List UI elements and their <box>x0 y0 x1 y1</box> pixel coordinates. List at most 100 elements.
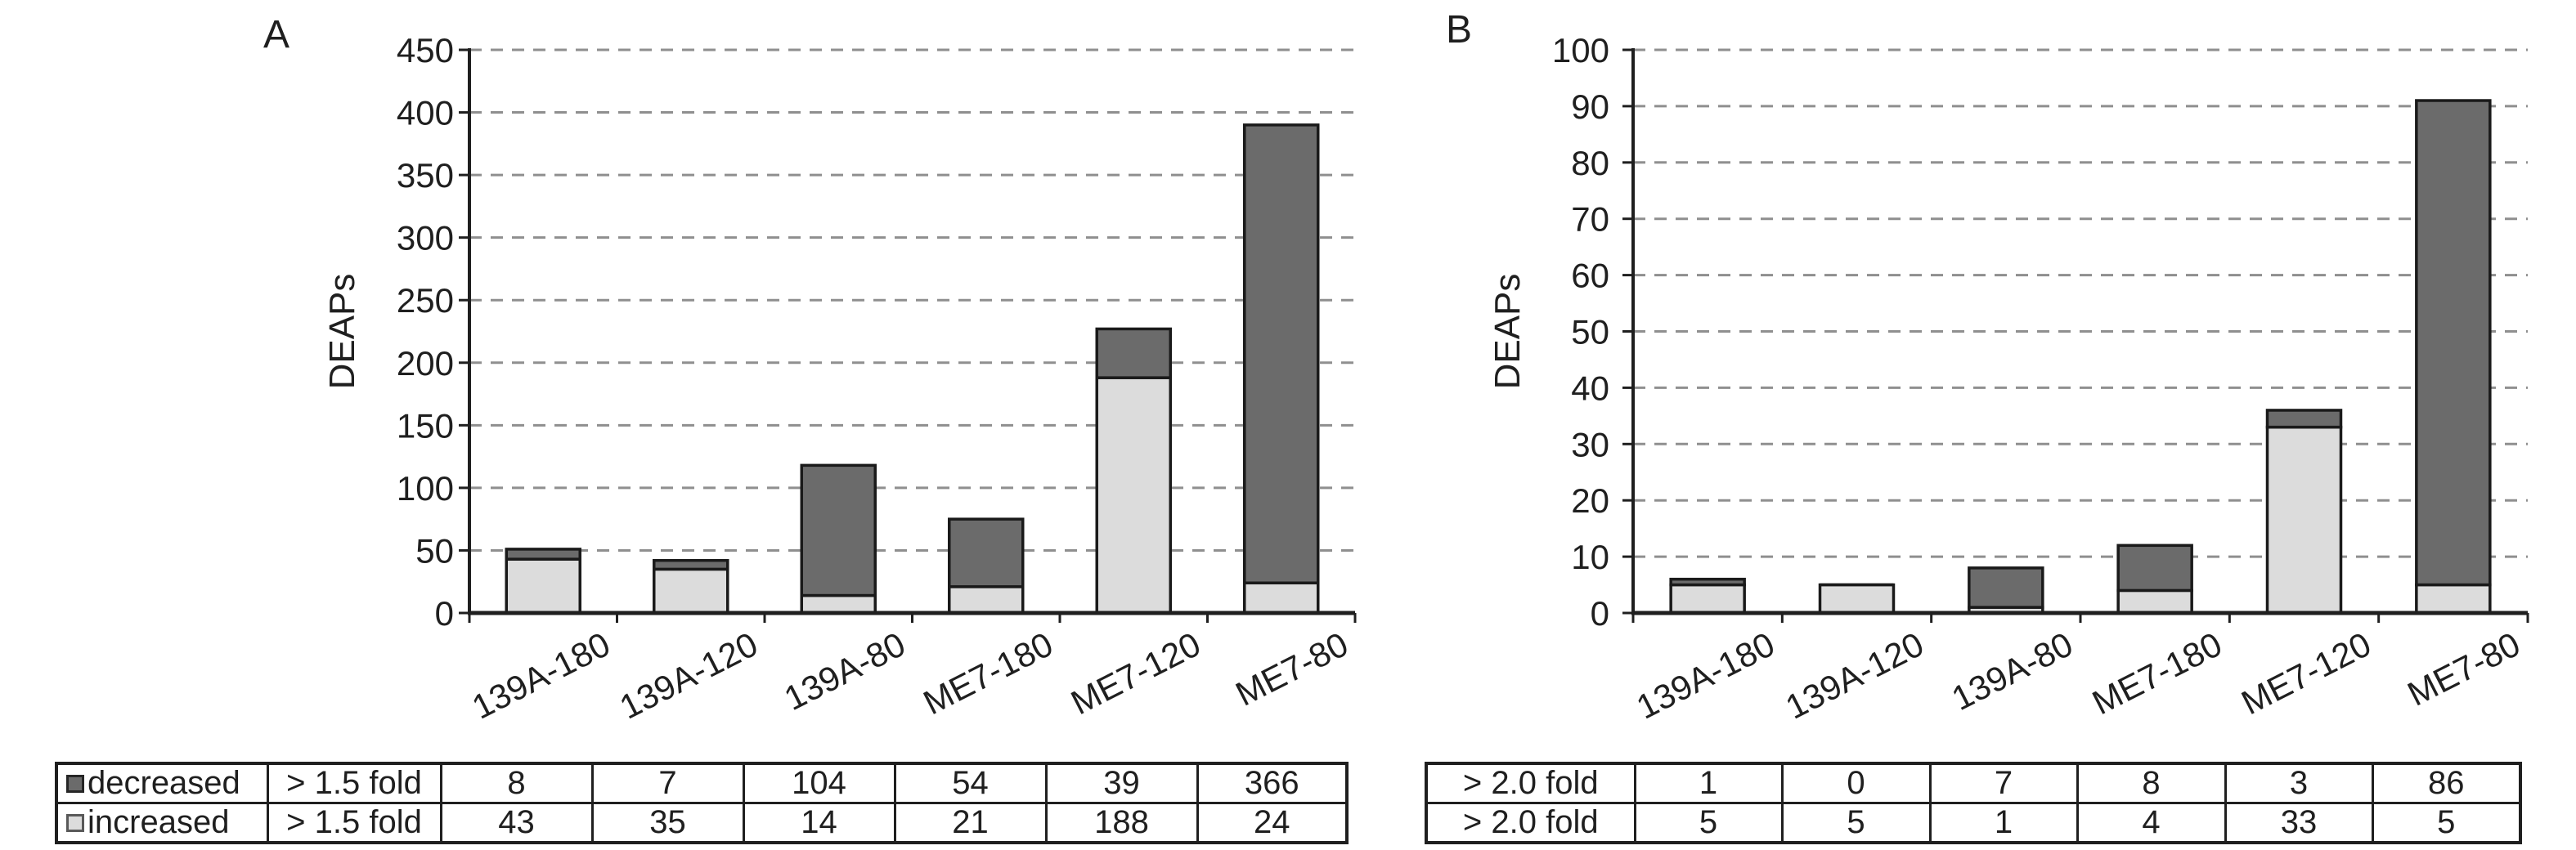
value-cell-ME7-180-decreased: 54 <box>893 762 1048 804</box>
panel-b-ytick-label-60: 60 <box>1571 257 1609 295</box>
panel-a-y-axis-title: DEAPs <box>322 274 362 390</box>
value-cell-ME7-80-increased: 24 <box>1196 802 1349 844</box>
panel-a-bar-139A-120-increased <box>653 567 729 615</box>
panel-b-bar-ME7-120-increased <box>2265 425 2343 615</box>
panel-a-bar-139A-80-increased <box>800 593 877 615</box>
panel-b-ytick-label-30: 30 <box>1571 425 1609 463</box>
panel-b-ytick-label-90: 90 <box>1571 87 1609 126</box>
panel-a-ytick-label-450: 450 <box>397 31 454 69</box>
panel-a-bar-ME7-120-increased <box>1095 376 1172 615</box>
panel-b-bar-139A-120-increased <box>1818 583 1896 615</box>
panel-a-xtick-label-ME7-80: ME7-80 <box>1229 624 1353 714</box>
fold-threshold-cell: > 2.0 fold <box>1425 802 1636 844</box>
value-cell-ME7-80-row1: 5 <box>2371 802 2522 844</box>
legend-label: decreased <box>88 765 240 801</box>
fold-threshold-cell: > 2.0 fold <box>1425 762 1636 804</box>
panel-b-ytick-label-20: 20 <box>1571 481 1609 520</box>
panel-b-ytick-label-70: 70 <box>1571 200 1609 239</box>
panel-a-bar-139A-180-increased <box>505 557 581 615</box>
value-cell-ME7-80-decreased: 366 <box>1196 762 1349 804</box>
value-cell-139A-120-decreased: 7 <box>590 762 745 804</box>
table-row-increased: increased > 1.5 fold 43 35 14 21 188 24 <box>55 802 1349 844</box>
table-row-decreased: decreased > 1.5 fold 8 7 104 54 39 366 <box>55 762 1349 804</box>
increased-legend-swatch-icon <box>66 813 84 832</box>
legend-label: increased <box>88 804 230 840</box>
panel-b-xtick-label-139A-120: 139A-120 <box>1779 624 1930 727</box>
panel-b-bar-ME7-80-decreased <box>2415 99 2492 587</box>
panel-b-ytick-label-0: 0 <box>1591 594 1609 633</box>
panel-b-bar-ME7-180-decreased <box>2116 544 2193 593</box>
value-cell-139A-80-decreased: 104 <box>742 762 896 804</box>
value-cell-ME7-180-increased: 21 <box>893 802 1048 844</box>
value-cell-ME7-120-row0: 3 <box>2224 762 2374 804</box>
panel-a-xtick-label-139A-80: 139A-80 <box>779 624 912 718</box>
panel-a-bar-ME7-80-increased <box>1243 581 1320 615</box>
value-cell-ME7-120-decreased: 39 <box>1044 762 1199 804</box>
panel-a-data-table: decreased > 1.5 fold 8 7 104 54 39 366 increased… <box>55 762 1349 844</box>
panel-b-xtick-label-139A-80: 139A-80 <box>1945 624 2079 718</box>
value-cell-139A-180-row0: 1 <box>1633 762 1784 804</box>
panel-b-label: B <box>1446 8 1472 51</box>
fold-threshold-cell: > 1.5 fold <box>266 802 442 844</box>
legend-cell-decreased: decreased <box>55 762 269 804</box>
value-cell-ME7-120-row1: 33 <box>2224 802 2374 844</box>
panel-a-ytick-label-200: 200 <box>397 344 454 382</box>
panel-a-ytick-label-400: 400 <box>397 94 454 132</box>
fold-threshold-cell: > 1.5 fold <box>266 762 442 804</box>
panel-b-xtick-label-ME7-180: ME7-180 <box>2086 624 2228 722</box>
panel-a-ytick-label-150: 150 <box>397 406 454 445</box>
panel-a-bar-ME7-80-decreased <box>1243 123 1320 585</box>
panel-a-xtick-label-139A-120: 139A-120 <box>613 624 764 727</box>
panel-b-bar-139A-80-decreased <box>1968 566 2044 609</box>
value-cell-139A-180-row1: 5 <box>1633 802 1784 844</box>
panel-b-bar-ME7-180-increased <box>2116 588 2193 615</box>
panel-a-xtick-label-ME7-180: ME7-180 <box>918 624 1059 722</box>
value-cell-139A-120-row0: 0 <box>1780 762 1932 804</box>
panel-b-y-axis-title: DEAPs <box>1488 274 1528 390</box>
panel-b-bar-ME7-80-increased <box>2415 583 2492 615</box>
panel-b-xtick-label-ME7-80: ME7-80 <box>2402 624 2526 714</box>
value-cell-139A-120-row1: 5 <box>1780 802 1932 844</box>
panel-b-ytick-label-40: 40 <box>1571 369 1609 407</box>
panel-a-bar-139A-80-decreased <box>800 463 877 597</box>
panel-b-bar-139A-180-increased <box>1669 583 1746 615</box>
value-cell-ME7-120-increased: 188 <box>1044 802 1199 844</box>
value-cell-139A-180-decreased: 8 <box>439 762 594 804</box>
panel-b-xtick-label-139A-180: 139A-180 <box>1631 624 1781 727</box>
legend-cell-increased: increased <box>55 802 269 844</box>
value-cell-ME7-180-row0: 8 <box>2076 762 2227 804</box>
panel-a-bar-ME7-120-decreased <box>1095 327 1172 379</box>
panel-a-label: A <box>263 13 289 56</box>
panel-a-bar-ME7-180-increased <box>948 585 1025 615</box>
table-row-row1: > 2.0 fold 5 5 1 4 33 5 <box>1425 802 2522 844</box>
panel-a-ytick-label-300: 300 <box>397 219 454 257</box>
panel-a-ytick-label-350: 350 <box>397 156 454 195</box>
value-cell-139A-180-increased: 43 <box>439 802 594 844</box>
panel-a-xtick-label-139A-180: 139A-180 <box>466 624 617 727</box>
value-cell-ME7-180-row1: 4 <box>2076 802 2227 844</box>
panel-a-ytick-label-50: 50 <box>415 531 454 570</box>
value-cell-139A-80-row1: 1 <box>1928 802 2079 844</box>
panel-b-bar-ME7-120-decreased <box>2265 409 2343 429</box>
value-cell-139A-80-increased: 14 <box>742 802 896 844</box>
panel-a-ytick-label-250: 250 <box>397 281 454 320</box>
panel-b-xtick-label-ME7-120: ME7-120 <box>2235 624 2376 722</box>
table-row-row0: > 2.0 fold 1 0 7 8 3 86 <box>1425 762 2522 804</box>
value-cell-139A-120-increased: 35 <box>590 802 745 844</box>
panel-a-ytick-label-100: 100 <box>397 469 454 508</box>
panel-b-ytick-label-100: 100 <box>1552 31 1609 69</box>
panel-a-bar-ME7-180-decreased <box>948 517 1025 588</box>
value-cell-139A-80-row0: 7 <box>1928 762 2079 804</box>
panel-b-ytick-label-50: 50 <box>1571 313 1609 351</box>
panel-b-ytick-label-10: 10 <box>1571 538 1609 576</box>
panel-a-bar-139A-120-decreased <box>653 558 729 571</box>
decreased-legend-swatch-icon <box>66 774 84 793</box>
panel-b-ytick-label-80: 80 <box>1571 144 1609 182</box>
panel-b-bar-139A-180-decreased <box>1669 577 1746 587</box>
panel-a-xtick-label-ME7-120: ME7-120 <box>1065 624 1206 722</box>
panel-b-data-table: > 2.0 fold 1 0 7 8 3 86 > 2.0 fold 5 5 1 4 33 5 <box>1425 762 2522 844</box>
value-cell-ME7-80-row0: 86 <box>2371 762 2522 804</box>
panel-a-ytick-label-0: 0 <box>435 594 454 633</box>
